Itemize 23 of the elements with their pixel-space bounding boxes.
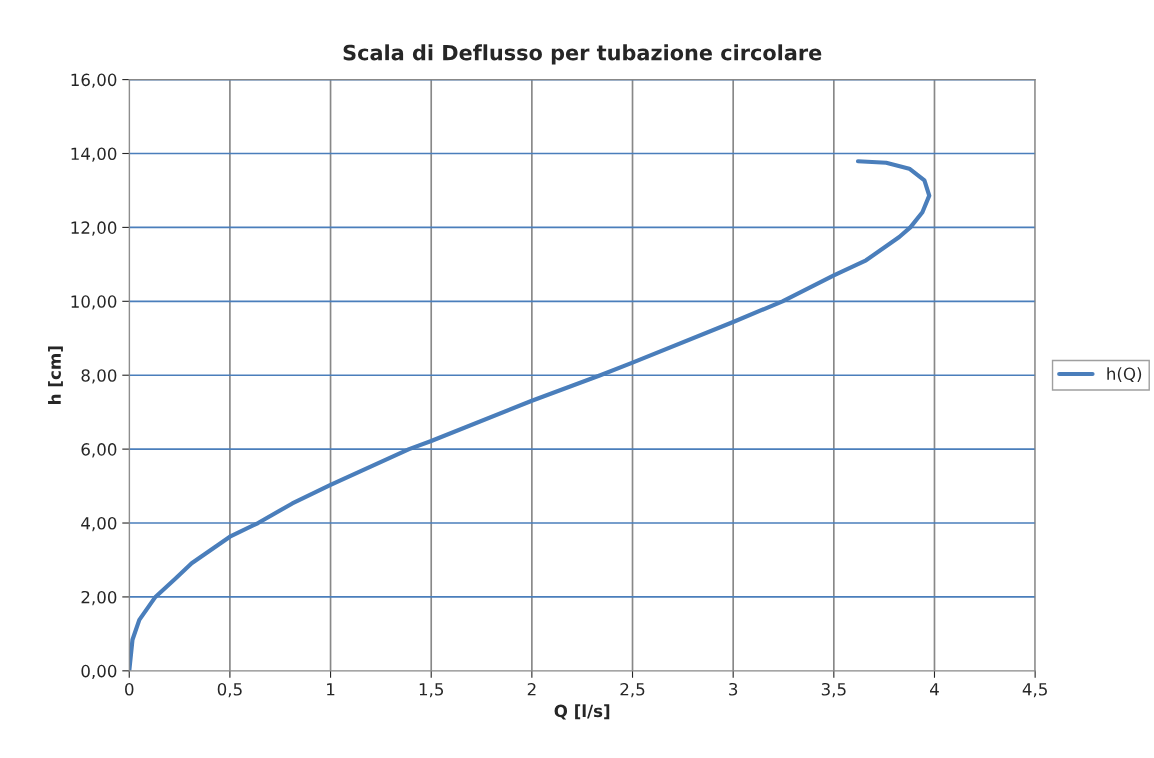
x-tick-label: 1,5 (419, 683, 444, 698)
chart-title: Scala di Deflusso per tubazione circolare (343, 44, 822, 65)
x-tick-label: 3,5 (821, 682, 846, 698)
x-tick-label: 4 (930, 683, 939, 696)
y-tick-label: 16,00 (71, 73, 117, 88)
y-tick-label: 4,00 (81, 516, 117, 532)
x-axis-title: Q [l/s] (554, 704, 610, 720)
y-tick-label: 0,00 (81, 664, 117, 680)
legend-label: h(Q) (1107, 367, 1142, 383)
x-tick-label: 0 (125, 682, 134, 696)
x-tick-label: 2 (527, 682, 536, 696)
y-tick-label: 14,00 (71, 147, 117, 162)
y-axis-title: h [cm] (48, 346, 63, 404)
y-tick-label: 12,00 (71, 221, 117, 236)
x-tick-label: 0,5 (217, 682, 242, 698)
y-tick-label: 2,00 (81, 590, 117, 606)
x-tick-label: 4,5 (1022, 683, 1047, 698)
y-tick-label: 8,00 (81, 369, 117, 384)
y-tick-label: 10,00 (71, 295, 117, 310)
y-tick-label: 6,00 (81, 443, 117, 458)
x-tick-label: 3 (729, 682, 738, 696)
x-tick-label: 1 (327, 683, 335, 696)
x-tick-label: 2,5 (620, 682, 645, 698)
